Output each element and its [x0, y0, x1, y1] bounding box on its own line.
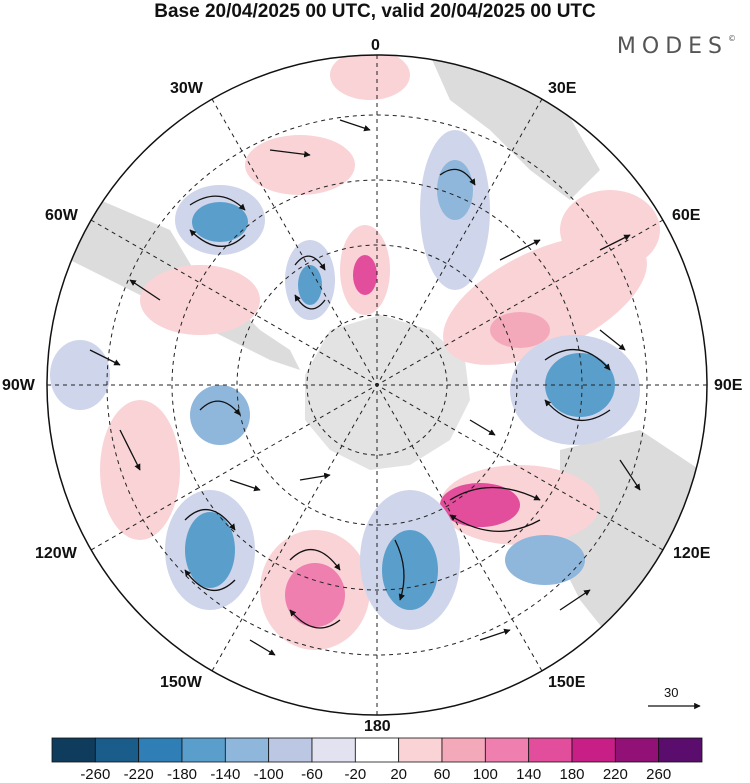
colorbar-tick-label: -180: [166, 766, 198, 783]
colorbar: [51, 737, 703, 763]
negative-anomaly: [190, 385, 250, 445]
colorbar-swatch: [398, 737, 443, 763]
colorbar-tick-label: 140: [516, 766, 542, 783]
colorbar-tick-label: -20: [344, 766, 367, 783]
colorbar-swatch: [441, 737, 486, 763]
lon-label-90w: 90W: [2, 377, 35, 394]
map-title: Base 20/04/2025 00 UTC, valid 20/04/2025…: [154, 1, 596, 22]
africa-landmass: [430, 55, 600, 200]
colorbar-swatch: [571, 737, 616, 763]
positive-anomaly: [353, 255, 377, 295]
lon-label-120w: 120W: [35, 545, 77, 562]
colorbar-tick-label: 20: [390, 766, 407, 783]
colorbar-tick-label: 220: [602, 766, 628, 783]
colorbar-swatch: [138, 737, 183, 763]
colorbar-swatch: [354, 737, 400, 763]
lon-label-30e: 30E: [548, 80, 577, 97]
colorbar-swatch: [614, 737, 660, 763]
positive-anomaly: [245, 135, 355, 195]
colorbar-tick-label: 60: [433, 766, 451, 783]
antarctica-landmass: [305, 315, 470, 470]
colorbar-swatch: [658, 737, 703, 763]
positive-anomaly: [560, 190, 660, 270]
graticule: [47, 55, 707, 715]
colorbar-tick-label: -140: [210, 766, 241, 783]
reference-vector-value: 30: [664, 685, 679, 700]
negative-anomaly: [192, 202, 248, 242]
colorbar-tick-label: -60: [301, 766, 323, 783]
field-layer: [47, 55, 707, 715]
colorbar-tick-label: -100: [253, 766, 284, 783]
lon-label-30w: 30W: [170, 80, 203, 97]
positive-anomaly: [440, 483, 520, 527]
colorbar-tick-label: 100: [472, 766, 498, 783]
negative-anomaly: [505, 535, 585, 585]
lon-label-120e: 120E: [673, 545, 711, 562]
colorbar-swatch: [268, 737, 313, 763]
colorbar-swatch: [94, 737, 140, 763]
colorbar-swatch: [51, 737, 96, 763]
modes-logo: MODES©: [616, 34, 736, 59]
lon-label-150e: 150E: [548, 674, 586, 691]
positive-anomaly: [490, 312, 550, 348]
colorbar-swatch: [181, 737, 226, 763]
colorbar-tick-label: -260: [80, 766, 111, 783]
map-boundary: [46, 54, 708, 716]
colorbar-tick-label: 260: [646, 766, 672, 783]
lon-label-60e: 60E: [672, 207, 701, 224]
lon-label-150w: 150W: [160, 674, 202, 691]
wind-vectors: [89, 119, 641, 656]
lon-label-60w: 60W: [45, 207, 78, 224]
colorbar-swatch: [484, 737, 530, 763]
negative-anomaly: [298, 265, 322, 305]
colorbar-swatch: [311, 737, 356, 763]
negative-anomaly: [437, 160, 473, 220]
colorbar-swatch: [224, 737, 270, 763]
negative-anomaly: [50, 340, 110, 410]
negative-anomaly: [185, 512, 235, 588]
negative-anomaly: [545, 353, 615, 417]
colorbar-swatch: [528, 737, 573, 763]
colorbar-tick-label: -220: [123, 766, 154, 783]
lon-label-180: 180: [364, 718, 391, 735]
colorbar-tick-label: 180: [559, 766, 585, 783]
positive-anomaly: [140, 265, 260, 335]
negative-anomaly: [382, 530, 438, 610]
lon-label-90e: 90E: [714, 377, 743, 394]
positive-anomaly: [330, 55, 410, 100]
positive-anomaly: [285, 563, 345, 627]
lon-label-0: 0: [371, 37, 380, 54]
